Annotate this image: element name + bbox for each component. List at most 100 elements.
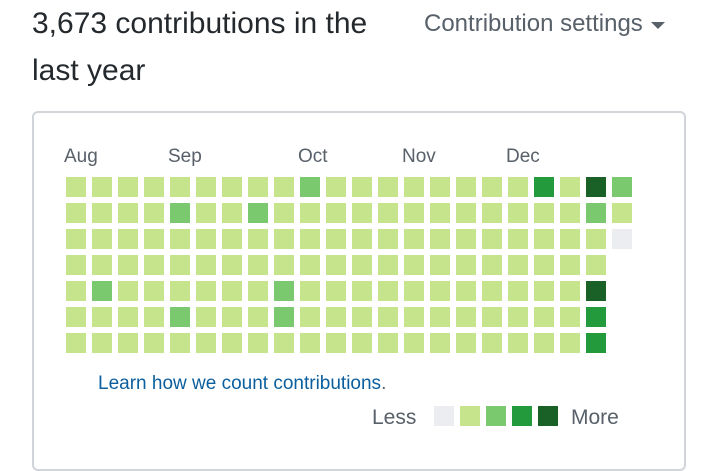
- contribution-day-cell[interactable]: [404, 333, 424, 353]
- contribution-day-cell[interactable]: [508, 177, 528, 197]
- contribution-day-cell[interactable]: [430, 177, 450, 197]
- contribution-day-cell[interactable]: [222, 281, 242, 301]
- contribution-day-cell[interactable]: [326, 281, 346, 301]
- contribution-day-cell[interactable]: [378, 255, 398, 275]
- contribution-day-cell[interactable]: [352, 281, 372, 301]
- contribution-day-cell[interactable]: [482, 255, 502, 275]
- contribution-day-cell[interactable]: [144, 203, 164, 223]
- contribution-day-cell[interactable]: [222, 229, 242, 249]
- contribution-day-cell[interactable]: [144, 255, 164, 275]
- contribution-day-cell[interactable]: [170, 255, 190, 275]
- contribution-day-cell[interactable]: [326, 203, 346, 223]
- contribution-day-cell[interactable]: [170, 177, 190, 197]
- contribution-day-cell[interactable]: [300, 177, 320, 197]
- contribution-day-cell[interactable]: [456, 333, 476, 353]
- contribution-day-cell[interactable]: [430, 281, 450, 301]
- contribution-day-cell[interactable]: [196, 255, 216, 275]
- contribution-day-cell[interactable]: [430, 203, 450, 223]
- contribution-day-cell[interactable]: [378, 333, 398, 353]
- contribution-day-cell[interactable]: [196, 281, 216, 301]
- contribution-day-cell[interactable]: [482, 203, 502, 223]
- contribution-day-cell[interactable]: [456, 177, 476, 197]
- contribution-day-cell[interactable]: [508, 281, 528, 301]
- contribution-day-cell[interactable]: [196, 307, 216, 327]
- contribution-day-cell[interactable]: [118, 203, 138, 223]
- contribution-day-cell[interactable]: [118, 333, 138, 353]
- contribution-day-cell[interactable]: [534, 177, 554, 197]
- contribution-day-cell[interactable]: [482, 177, 502, 197]
- contribution-day-cell[interactable]: [196, 203, 216, 223]
- contribution-day-cell[interactable]: [66, 203, 86, 223]
- contribution-day-cell[interactable]: [144, 307, 164, 327]
- contribution-day-cell[interactable]: [430, 307, 450, 327]
- contribution-day-cell[interactable]: [456, 307, 476, 327]
- contribution-day-cell[interactable]: [508, 307, 528, 327]
- contribution-day-cell[interactable]: [482, 307, 502, 327]
- contribution-day-cell[interactable]: [352, 177, 372, 197]
- contribution-day-cell[interactable]: [66, 281, 86, 301]
- contribution-day-cell[interactable]: [92, 203, 112, 223]
- contribution-day-cell[interactable]: [92, 255, 112, 275]
- contribution-day-cell[interactable]: [300, 229, 320, 249]
- contribution-day-cell[interactable]: [144, 281, 164, 301]
- contribution-day-cell[interactable]: [196, 229, 216, 249]
- contribution-day-cell[interactable]: [66, 255, 86, 275]
- contribution-day-cell[interactable]: [274, 255, 294, 275]
- contribution-day-cell[interactable]: [92, 177, 112, 197]
- contribution-day-cell[interactable]: [326, 255, 346, 275]
- contribution-day-cell[interactable]: [274, 333, 294, 353]
- contribution-day-cell[interactable]: [66, 333, 86, 353]
- contribution-day-cell[interactable]: [274, 307, 294, 327]
- contribution-day-cell[interactable]: [560, 229, 580, 249]
- contribution-day-cell[interactable]: [170, 307, 190, 327]
- contribution-day-cell[interactable]: [560, 203, 580, 223]
- contribution-day-cell[interactable]: [118, 255, 138, 275]
- contribution-day-cell[interactable]: [170, 281, 190, 301]
- contribution-day-cell[interactable]: [170, 333, 190, 353]
- contribution-day-cell[interactable]: [326, 229, 346, 249]
- contribution-day-cell[interactable]: [378, 203, 398, 223]
- contribution-day-cell[interactable]: [222, 333, 242, 353]
- learn-how-we-count-link[interactable]: Learn how we count contributions.: [98, 373, 386, 395]
- contribution-day-cell[interactable]: [118, 177, 138, 197]
- contribution-day-cell[interactable]: [144, 229, 164, 249]
- contribution-day-cell[interactable]: [378, 281, 398, 301]
- contribution-day-cell[interactable]: [560, 333, 580, 353]
- contribution-day-cell[interactable]: [534, 333, 554, 353]
- contribution-day-cell[interactable]: [66, 229, 86, 249]
- contribution-day-cell[interactable]: [508, 333, 528, 353]
- contribution-day-cell[interactable]: [248, 177, 268, 197]
- contribution-day-cell[interactable]: [586, 203, 606, 223]
- contribution-day-cell[interactable]: [404, 281, 424, 301]
- contribution-day-cell[interactable]: [404, 307, 424, 327]
- contribution-day-cell[interactable]: [560, 255, 580, 275]
- contribution-day-cell[interactable]: [144, 177, 164, 197]
- contribution-day-cell[interactable]: [482, 333, 502, 353]
- contribution-day-cell[interactable]: [508, 255, 528, 275]
- contribution-day-cell[interactable]: [456, 229, 476, 249]
- contribution-day-cell[interactable]: [274, 281, 294, 301]
- contribution-day-cell[interactable]: [508, 203, 528, 223]
- contribution-day-cell[interactable]: [534, 203, 554, 223]
- contribution-day-cell[interactable]: [274, 177, 294, 197]
- contribution-day-cell[interactable]: [248, 255, 268, 275]
- contribution-day-cell[interactable]: [352, 333, 372, 353]
- contribution-day-cell[interactable]: [534, 281, 554, 301]
- contribution-day-cell[interactable]: [352, 229, 372, 249]
- contribution-day-cell[interactable]: [586, 177, 606, 197]
- contribution-day-cell[interactable]: [352, 255, 372, 275]
- contribution-day-cell[interactable]: [456, 203, 476, 223]
- contribution-day-cell[interactable]: [274, 229, 294, 249]
- contribution-settings-button[interactable]: Contribution settings: [424, 10, 665, 38]
- contribution-day-cell[interactable]: [326, 177, 346, 197]
- contribution-day-cell[interactable]: [300, 307, 320, 327]
- contribution-day-cell[interactable]: [118, 281, 138, 301]
- contribution-day-cell[interactable]: [404, 203, 424, 223]
- contribution-day-cell[interactable]: [352, 307, 372, 327]
- contribution-day-cell[interactable]: [586, 255, 606, 275]
- contribution-day-cell[interactable]: [222, 255, 242, 275]
- contribution-day-cell[interactable]: [612, 203, 632, 223]
- contribution-day-cell[interactable]: [196, 333, 216, 353]
- contribution-day-cell[interactable]: [92, 333, 112, 353]
- contribution-day-cell[interactable]: [482, 281, 502, 301]
